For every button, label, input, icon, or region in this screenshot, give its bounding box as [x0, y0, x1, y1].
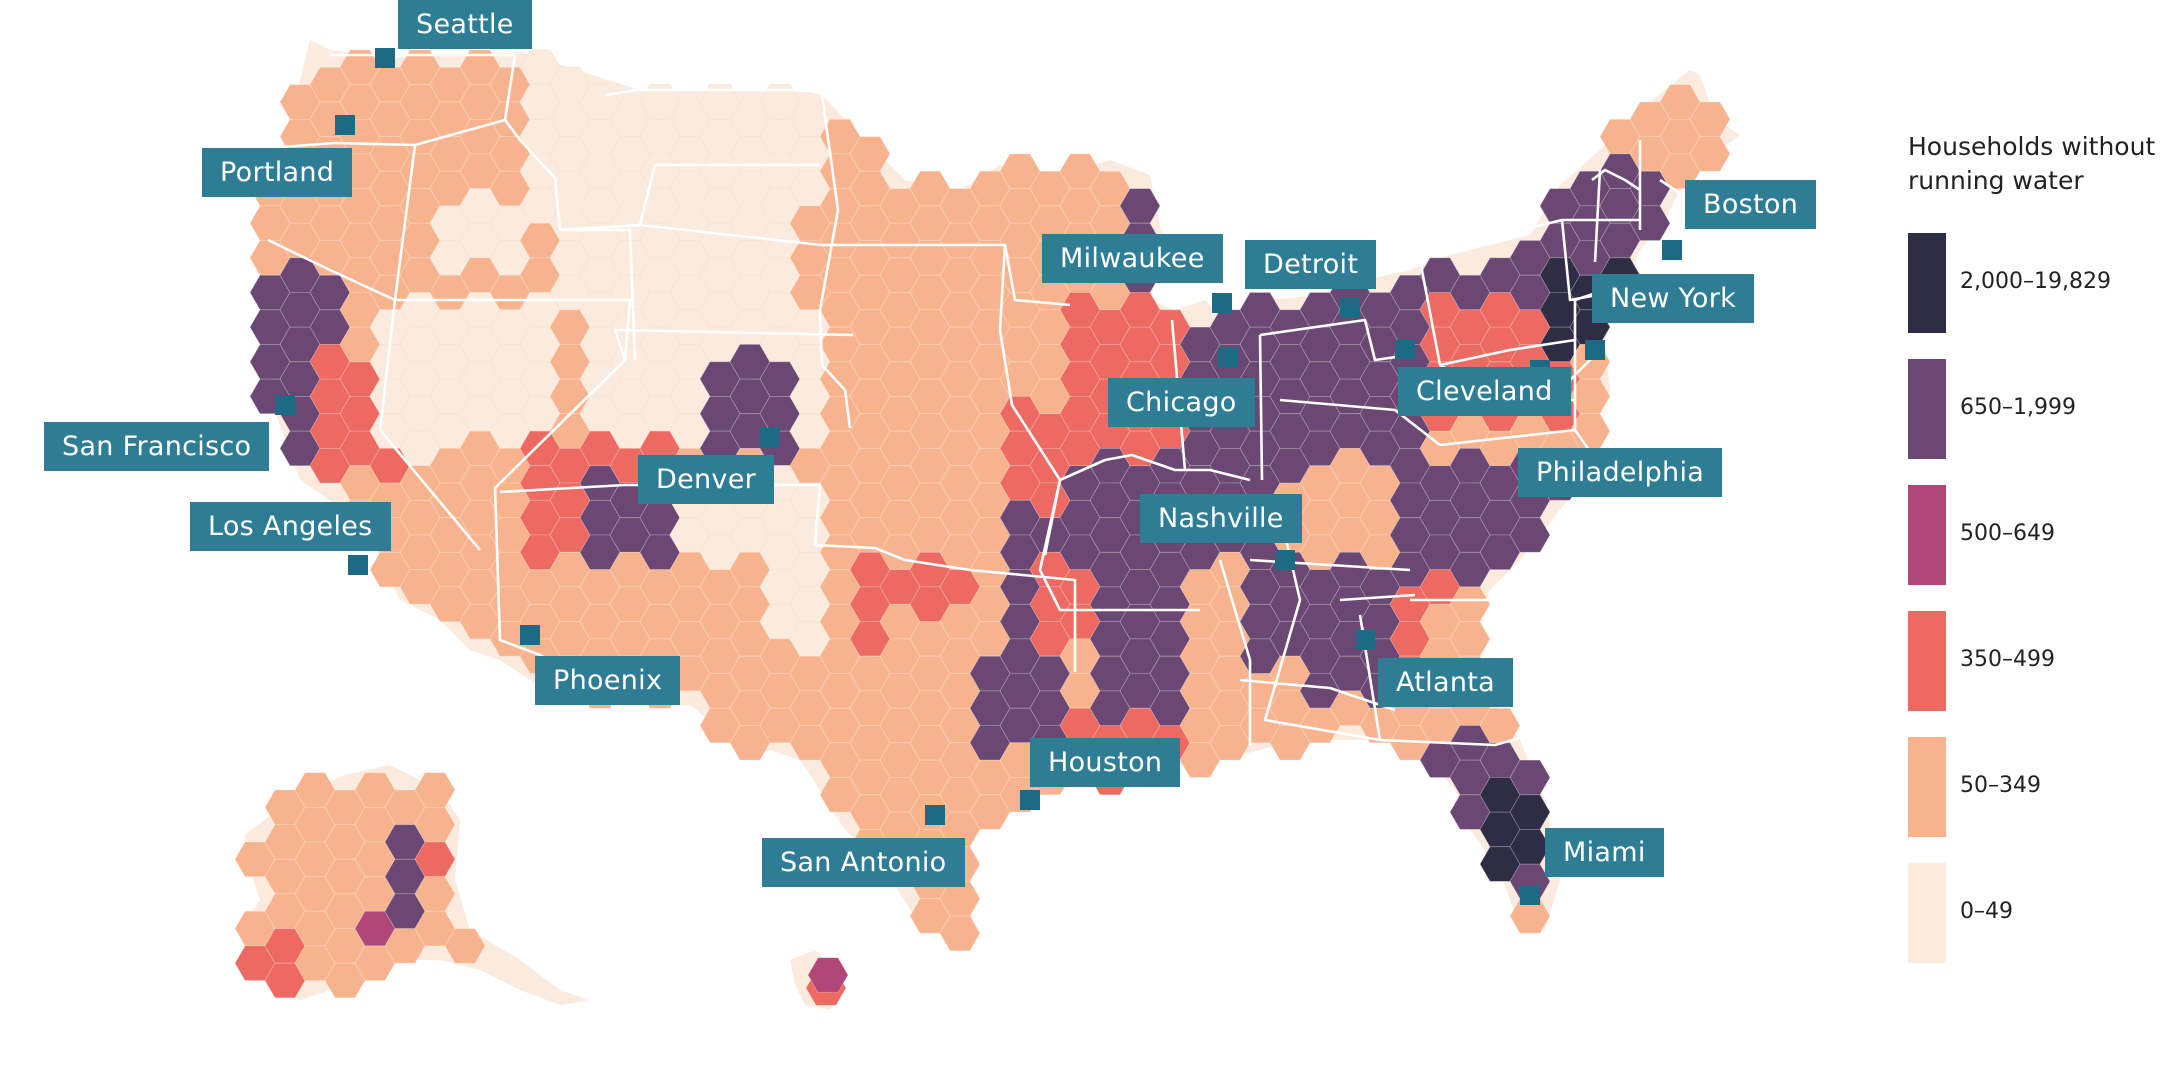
legend-label: 500–649 [1960, 521, 2055, 546]
city-label-cleveland: Cleveland [1398, 367, 1571, 416]
legend-title: Households without running water [1908, 130, 2158, 198]
city-label-nashville: Nashville [1140, 494, 1302, 543]
city-label-boston: Boston [1685, 180, 1817, 229]
legend-swatch [1908, 611, 1946, 711]
hex-cell [1689, 136, 1731, 172]
city-marker [1218, 348, 1238, 368]
legend-item: 50–349 [1908, 737, 2148, 837]
legend-swatch [1908, 359, 1946, 459]
city-marker [1212, 293, 1232, 313]
hex-cell-alaska [444, 928, 486, 964]
city-marker [1275, 550, 1295, 570]
legend-swatch [1908, 863, 1946, 963]
city-label-seattle: Seattle [398, 0, 532, 49]
city-marker [1585, 340, 1605, 360]
city-marker [1340, 298, 1360, 318]
hex-cell [1509, 517, 1551, 553]
city-markers [275, 48, 1682, 905]
city-label-denver: Denver [638, 455, 775, 504]
legend-swatch [1908, 233, 1946, 333]
city-marker [375, 48, 395, 68]
city-label-new-york: New York [1592, 274, 1755, 323]
city-label-houston: Houston [1030, 738, 1181, 787]
legend-label: 0–49 [1960, 899, 2013, 924]
city-label-san-francisco: San Francisco [44, 422, 270, 471]
city-label-los-angeles: Los Angeles [190, 502, 391, 551]
legend-item: 2,000–19,829 [1908, 233, 2148, 333]
city-label-san-antonio: San Antonio [762, 838, 965, 887]
hex-grid [234, 49, 1731, 1006]
legend-label: 2,000–19,829 [1960, 269, 2111, 294]
hex-cell-hawaii [807, 957, 849, 993]
legend-label: 350–499 [1960, 647, 2055, 672]
legend-title-line-1: Households without [1908, 132, 2156, 161]
legend-swatch [1908, 737, 1946, 837]
legend: Households without running water 2,000–1… [1908, 130, 2158, 963]
city-label-milwaukee: Milwaukee [1042, 234, 1223, 283]
city-marker [520, 625, 540, 645]
city-marker [335, 115, 355, 135]
legend-item: 0–49 [1908, 863, 2148, 963]
legend-swatch [1908, 485, 1946, 585]
city-label-detroit: Detroit [1245, 240, 1377, 289]
city-label-philadelphia: Philadelphia [1518, 448, 1723, 497]
legend-label: 650–1,999 [1960, 395, 2076, 420]
legend-title-line-2: running water [1908, 166, 2084, 195]
city-marker [1662, 240, 1682, 260]
city-marker [1020, 790, 1040, 810]
legend-item: 650–1,999 [1908, 359, 2148, 459]
city-marker [1395, 340, 1415, 360]
city-marker [275, 395, 295, 415]
city-label-phoenix: Phoenix [535, 656, 681, 705]
city-label-portland: Portland [202, 148, 353, 197]
city-marker [760, 428, 780, 448]
city-marker [348, 555, 368, 575]
city-marker [1355, 630, 1375, 650]
legend-item: 500–649 [1908, 485, 2148, 585]
city-label-atlanta: Atlanta [1378, 658, 1513, 707]
legend-item: 350–499 [1908, 611, 2148, 711]
city-marker [925, 805, 945, 825]
city-label-chicago: Chicago [1108, 378, 1255, 427]
hex-cell [939, 915, 981, 952]
city-marker [1520, 885, 1540, 905]
legend-label: 50–349 [1960, 773, 2041, 798]
city-label-miami: Miami [1545, 828, 1664, 877]
